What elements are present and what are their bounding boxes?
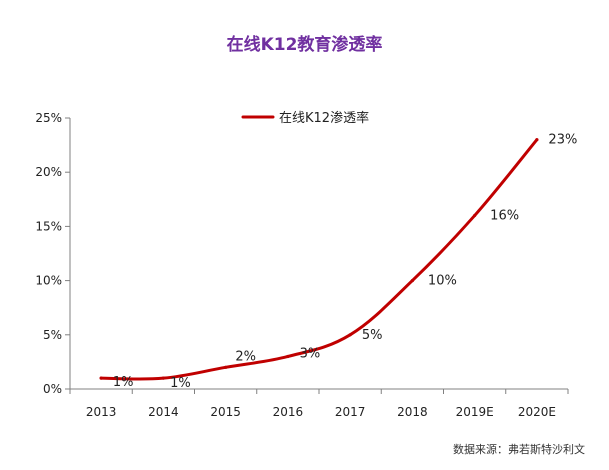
x-tick-label: 2018 <box>397 405 428 419</box>
x-tick-label: 2016 <box>273 405 304 419</box>
x-tick-label: 2014 <box>148 405 179 419</box>
data-point <box>224 365 228 369</box>
y-tick-label: 0% <box>43 382 62 396</box>
x-tick-label: 2017 <box>335 405 366 419</box>
data-point <box>410 279 414 283</box>
source-note: 数据来源：弗若斯特沙利文 <box>453 443 585 456</box>
y-tick-label: 5% <box>43 328 62 342</box>
y-tick-label: 25% <box>35 111 62 125</box>
series-group <box>99 138 539 381</box>
data-label: 1% <box>170 376 191 391</box>
y-tick-label: 20% <box>35 165 62 179</box>
data-label: 16% <box>490 209 519 224</box>
chart-title: 在线K12教育渗透率 <box>226 35 383 55</box>
data-label: 2% <box>235 349 256 364</box>
y-tick-label: 15% <box>35 219 62 233</box>
data-point <box>473 213 477 218</box>
x-tick-label: 2019E <box>456 405 494 419</box>
data-labels: 1% 1% 2% 3% 5% 10% 16% 23% <box>113 133 578 391</box>
x-tick-label: 2015 <box>210 405 241 419</box>
legend-label: 在线K12渗透率 <box>279 110 369 126</box>
data-label: 10% <box>428 274 457 289</box>
x-tick-label: 2020E <box>518 405 556 419</box>
x-axis-ticks: 2013 2014 2015 2016 2017 2018 2019E 2020E <box>69 389 569 419</box>
data-point <box>348 333 352 337</box>
data-label: 5% <box>362 328 383 343</box>
series-line <box>99 138 539 381</box>
y-tick-label: 10% <box>35 274 62 288</box>
data-point <box>535 138 539 142</box>
data-point <box>161 376 165 380</box>
data-point <box>286 354 290 359</box>
data-label: 1% <box>113 375 134 390</box>
data-label: 23% <box>548 133 577 148</box>
y-axis-ticks: 0% 5% 10% 15% 20% 25% <box>35 111 70 396</box>
legend: 在线K12渗透率 <box>241 110 369 126</box>
data-label: 3% <box>300 346 321 361</box>
x-tick-label: 2013 <box>86 405 117 419</box>
data-point <box>99 376 103 380</box>
